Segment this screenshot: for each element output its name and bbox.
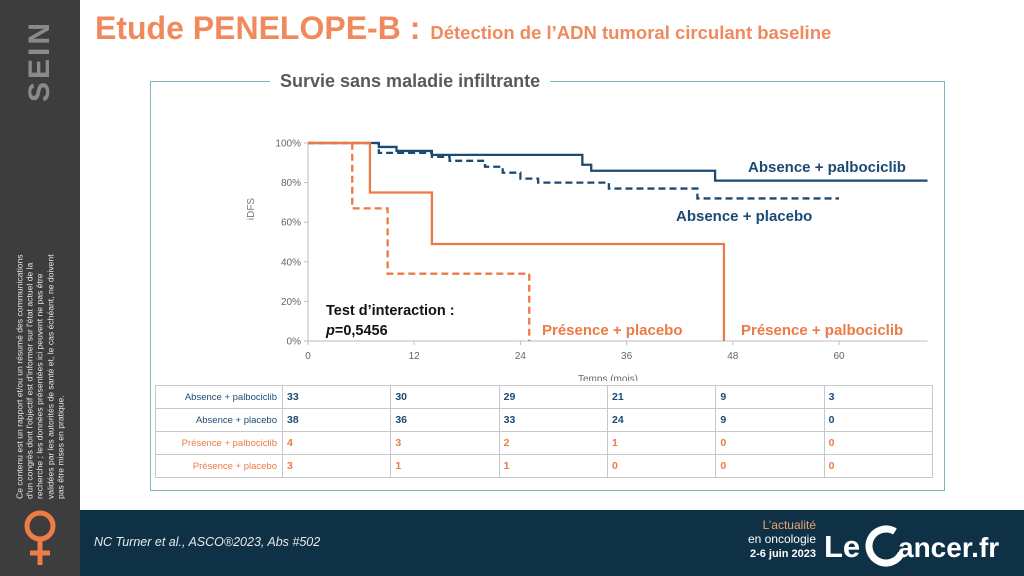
risk-count: 33: [281, 385, 392, 409]
risk-count: 1: [498, 454, 608, 478]
risk-table: Absence + palbociclib 33 30 29 21 9 3 Absence +…: [155, 385, 934, 478]
km-chart: 0% 20% 40% 60% 80% 100% 0 12 24 36 48 60 Temps (mois…: [246, 139, 928, 381]
x-axis-title: Temps (mois): [578, 374, 638, 381]
axes: 0% 20% 40% 60% 80% 100% 0 12 24 36 48 60 Temps (mois…: [246, 139, 928, 381]
km-curve: [308, 141, 726, 341]
interaction-test-pvalue: p=0,5456: [325, 323, 388, 339]
event-info: L’actualité en oncologie 2-6 juin 2023: [708, 518, 816, 560]
pvalue-number: =0,5456: [335, 323, 388, 339]
series-label: Absence + placebo: [676, 208, 812, 225]
risk-count: 36: [390, 408, 500, 432]
y-tick-label: 80%: [281, 178, 301, 189]
risk-count: 0: [715, 454, 825, 478]
risk-count: 0: [823, 408, 934, 432]
risk-count: 9: [715, 408, 825, 432]
x-tick-label: 36: [621, 351, 633, 362]
female-symbol-icon: [24, 510, 56, 565]
interaction-test-label: Test d’interaction :: [326, 303, 455, 319]
title-subtitle: Détection de l’ADN tumoral circulant bas…: [430, 22, 832, 43]
x-tick-label: 0: [305, 351, 311, 362]
risk-table-row: Absence + placebo 38 36 33 24 9 0: [155, 408, 934, 432]
chart-title: Survie sans maladie infiltrante: [270, 71, 551, 92]
section-label: SEIN: [23, 19, 56, 103]
series-label: Présence + palbociclib: [741, 322, 903, 339]
y-tick-label: 20%: [281, 297, 301, 308]
series-label: Présence + placebo: [542, 322, 683, 339]
risk-count: 24: [606, 408, 717, 432]
risk-count: 38: [281, 408, 392, 432]
risk-count: 2: [498, 431, 608, 455]
risk-count: 1: [606, 431, 717, 455]
risk-count: 3: [823, 385, 934, 409]
citation: NC Turner et al., ASCO®2023, Abs #502: [94, 535, 321, 549]
risk-count: 0: [823, 431, 934, 455]
risk-count: 30: [390, 385, 500, 409]
svg-text:Le: Le: [824, 529, 860, 564]
risk-count: 4: [281, 431, 392, 455]
disclaimer: Ce contenu est un rapport et/ou un résum…: [6, 240, 74, 500]
y-axis-title: iDFS: [246, 198, 257, 221]
sidebar: SEIN Ce contenu est un rapport et/ou un …: [0, 0, 80, 576]
page-title: Etude PENELOPE-B : Détection de l’ADN tum…: [95, 10, 831, 47]
risk-count: 3: [281, 454, 392, 478]
x-tick-label: 48: [727, 351, 739, 362]
risk-count: 29: [498, 385, 608, 409]
x-tick-label: 24: [515, 351, 527, 362]
event-line1: L’actualité: [762, 518, 816, 532]
event-dates: 2-6 juin 2023: [749, 548, 816, 560]
km-curve: [308, 141, 839, 200]
y-tick-label: 100%: [275, 139, 301, 150]
risk-count: 3: [390, 431, 500, 455]
y-tick-label: 40%: [281, 257, 301, 268]
risk-row-label: Présence + palbociclib: [155, 431, 283, 455]
y-tick-label: 60%: [281, 218, 301, 229]
risk-count: 1: [390, 454, 500, 478]
svg-text:ancer.fr: ancer.fr: [898, 532, 999, 563]
series-label: Absence + palbociclib: [748, 159, 906, 176]
risk-row-label: Absence + palbociclib: [155, 385, 283, 409]
km-curve: [308, 141, 531, 341]
risk-table-row: Absence + palbociclib 33 30 29 21 9 3: [155, 385, 934, 409]
risk-count: 21: [606, 385, 717, 409]
chart-labels: Absence + palbociclib Absence + placebo Pr…: [325, 159, 906, 339]
risk-count: 0: [606, 454, 717, 478]
risk-row-label: Présence + placebo: [155, 454, 283, 478]
risk-count: 33: [498, 408, 608, 432]
risk-table-row: Présence + placebo 3 1 1 0 0 0: [155, 454, 934, 478]
risk-count: 0: [715, 431, 825, 455]
y-tick-label: 0%: [287, 337, 302, 348]
pvalue-symbol: p: [325, 323, 335, 339]
footer: NC Turner et al., ASCO®2023, Abs #502 L’…: [80, 510, 1024, 576]
lecancer-logo: Le ancer.fr: [824, 525, 999, 567]
disclaimer-text: Ce contenu est un rapport et/ou un résum…: [14, 254, 66, 499]
x-tick-label: 60: [833, 351, 845, 362]
risk-table-row: Présence + palbociclib 4 3 2 1 0 0: [155, 431, 934, 455]
title-main: Etude PENELOPE-B :: [95, 10, 421, 46]
x-tick-label: 12: [409, 351, 421, 362]
risk-count: 9: [715, 385, 825, 409]
event-line2: en oncologie: [747, 532, 816, 546]
survival-curves: [308, 141, 928, 341]
risk-row-label: Absence + placebo: [155, 408, 283, 432]
risk-count: 0: [823, 454, 934, 478]
